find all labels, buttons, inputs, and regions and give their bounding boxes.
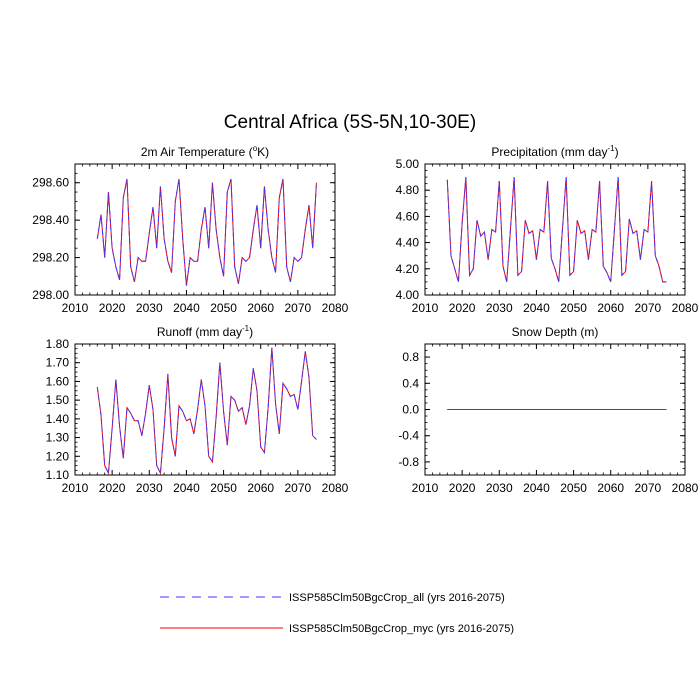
- y-tick-label: 298.60: [32, 176, 69, 190]
- panel-title-rest: K): [257, 145, 269, 159]
- panel-title-main: Runoff (mm day: [157, 325, 242, 339]
- x-tick-label: 2050: [210, 301, 237, 315]
- series-line-all: [446, 177, 667, 283]
- y-tick-label: 1.80: [46, 337, 70, 351]
- legend-label-myc: ISSP585Clm50BgcCrop_myc (yrs 2016-2075): [289, 623, 514, 635]
- panel-2: Precipitation (mm day-1) 2010 2020 2030 2040…: [396, 144, 699, 315]
- panel-title: Snow Depth (m): [512, 325, 599, 339]
- panel-title: Runoff (mm day-1): [157, 324, 253, 339]
- panel-title: 2m Air Temperature (oK): [141, 144, 269, 159]
- y-tick-label: -0.4: [398, 429, 419, 443]
- x-tick-label: 2080: [672, 301, 699, 315]
- plot-frame: [74, 163, 336, 296]
- x-tick-label: 2070: [635, 481, 662, 495]
- x-tick-label: 2060: [597, 301, 624, 315]
- x-tick-label: 2020: [99, 481, 126, 495]
- x-tick-label: 2050: [560, 481, 587, 495]
- y-tick-label: 1.10: [46, 468, 70, 482]
- x-tick-label: 2020: [99, 301, 126, 315]
- panels-group: 2m Air Temperature (oK) 2010 2020 2030 2040 2…: [32, 144, 698, 495]
- x-tick-label: 2040: [523, 301, 550, 315]
- y-tick-label: 4.40: [396, 236, 420, 250]
- panel-1: 2m Air Temperature (oK) 2010 2020 2030 2040 2…: [32, 144, 348, 315]
- x-tick-label: 2050: [210, 481, 237, 495]
- y-tick-label: 4.20: [396, 262, 420, 276]
- panel-4: Snow Depth (m) 2010 2020 2030 2040 2050 2060 20…: [398, 325, 698, 495]
- plot-frame: [74, 343, 336, 476]
- x-tick-label: 2020: [449, 481, 476, 495]
- plot-frame: [424, 343, 686, 476]
- y-tick-label: 298.20: [32, 251, 69, 265]
- series-line-all: [96, 347, 317, 475]
- panel-title-sup: -1: [607, 144, 615, 153]
- y-tick-label: 1.50: [46, 393, 70, 407]
- x-tick-label: 2060: [247, 481, 274, 495]
- y-tick-label: 1.20: [46, 449, 70, 463]
- x-tick-label: 2070: [285, 301, 312, 315]
- y-tick-label: -0.8: [398, 455, 419, 469]
- x-tick-label: 2030: [486, 481, 513, 495]
- y-tick-label: 298.00: [32, 288, 69, 302]
- x-tick-label: 2080: [322, 301, 349, 315]
- legend: ISSP585Clm50BgcCrop_all (yrs 2016-2075) …: [160, 592, 514, 635]
- legend-label-all: ISSP585Clm50BgcCrop_all (yrs 2016-2075): [289, 592, 505, 604]
- x-tick-label: 2030: [486, 301, 513, 315]
- panel-title-main: 2m Air Temperature (: [141, 145, 253, 159]
- x-tick-label: 2010: [62, 301, 89, 315]
- series-line-myc: [96, 347, 317, 475]
- y-tick-label: 5.00: [396, 157, 420, 171]
- x-tick-label: 2010: [412, 301, 439, 315]
- x-tick-label: 2040: [173, 481, 200, 495]
- x-tick-label: 2080: [672, 481, 699, 495]
- panel-title: Precipitation (mm day-1): [491, 144, 618, 159]
- x-tick-label: 2040: [173, 301, 200, 315]
- y-tick-label: 4.80: [396, 183, 420, 197]
- x-tick-label: 2080: [322, 481, 349, 495]
- x-tick-label: 2060: [597, 481, 624, 495]
- y-tick-label: 4.00: [396, 288, 420, 302]
- plot-frame: [424, 163, 686, 296]
- y-tick-label: 0.4: [402, 376, 419, 390]
- x-tick-label: 2060: [247, 301, 274, 315]
- y-tick-label: 298.40: [32, 213, 69, 227]
- series-line-all: [96, 178, 317, 286]
- y-tick-label: 4.60: [396, 209, 420, 223]
- x-tick-label: 2010: [62, 481, 89, 495]
- x-tick-label: 2040: [523, 481, 550, 495]
- y-tick-label: 1.70: [46, 356, 70, 370]
- panel-3: Runoff (mm day-1) 2010 2020 2030 2040 2050 206…: [46, 324, 349, 495]
- x-tick-label: 2020: [449, 301, 476, 315]
- y-tick-label: 1.40: [46, 412, 70, 426]
- panel-title-main: Precipitation (mm day: [491, 145, 607, 159]
- x-tick-label: 2050: [560, 301, 587, 315]
- series-line-myc: [446, 177, 667, 283]
- panel-title-sup: o: [253, 144, 258, 153]
- x-tick-label: 2010: [412, 481, 439, 495]
- x-tick-label: 2070: [635, 301, 662, 315]
- x-tick-label: 2070: [285, 481, 312, 495]
- panel-title-rest: ): [249, 325, 253, 339]
- y-tick-label: 0.0: [402, 403, 419, 417]
- x-tick-label: 2030: [136, 301, 163, 315]
- y-tick-label: 0.8: [402, 350, 419, 364]
- panel-title-rest: ): [615, 145, 619, 159]
- figure-title: Central Africa (5S-5N,10-30E): [224, 112, 476, 133]
- y-tick-label: 1.60: [46, 374, 70, 388]
- panel-title-sup: -1: [242, 324, 250, 333]
- y-tick-label: 1.30: [46, 431, 70, 445]
- panel-title-main: Snow Depth (m): [512, 325, 599, 339]
- x-tick-label: 2030: [136, 481, 163, 495]
